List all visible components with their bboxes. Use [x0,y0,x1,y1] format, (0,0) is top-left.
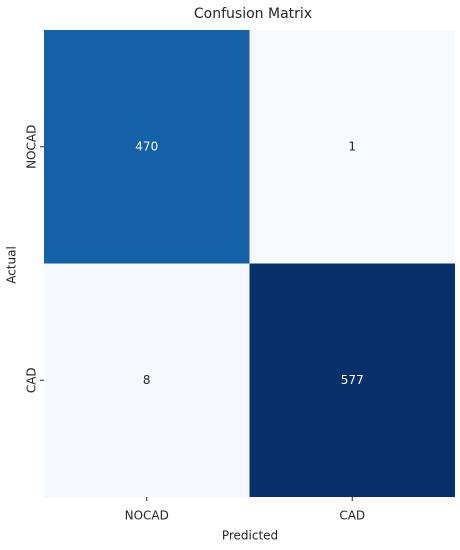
x-axis-label: Predicted [222,529,278,543]
heatmap-cell [249,263,455,497]
heatmap-cell [249,30,455,264]
chart-title: Confusion Matrix [194,6,312,22]
y-tick-label: CAD [25,367,39,393]
y-tick-label: NOCAD [25,125,39,169]
cell-label: 577 [341,373,364,387]
x-tick-label: NOCAD [125,509,169,523]
heatmap-cell [44,263,250,497]
y-axis-label: Actual [5,246,19,284]
cell-label: 470 [135,139,158,153]
cell-label: 8 [143,373,151,387]
cell-label: 1 [348,139,356,153]
x-tick-label: CAD [339,509,365,523]
heatmap-cell [44,30,250,264]
